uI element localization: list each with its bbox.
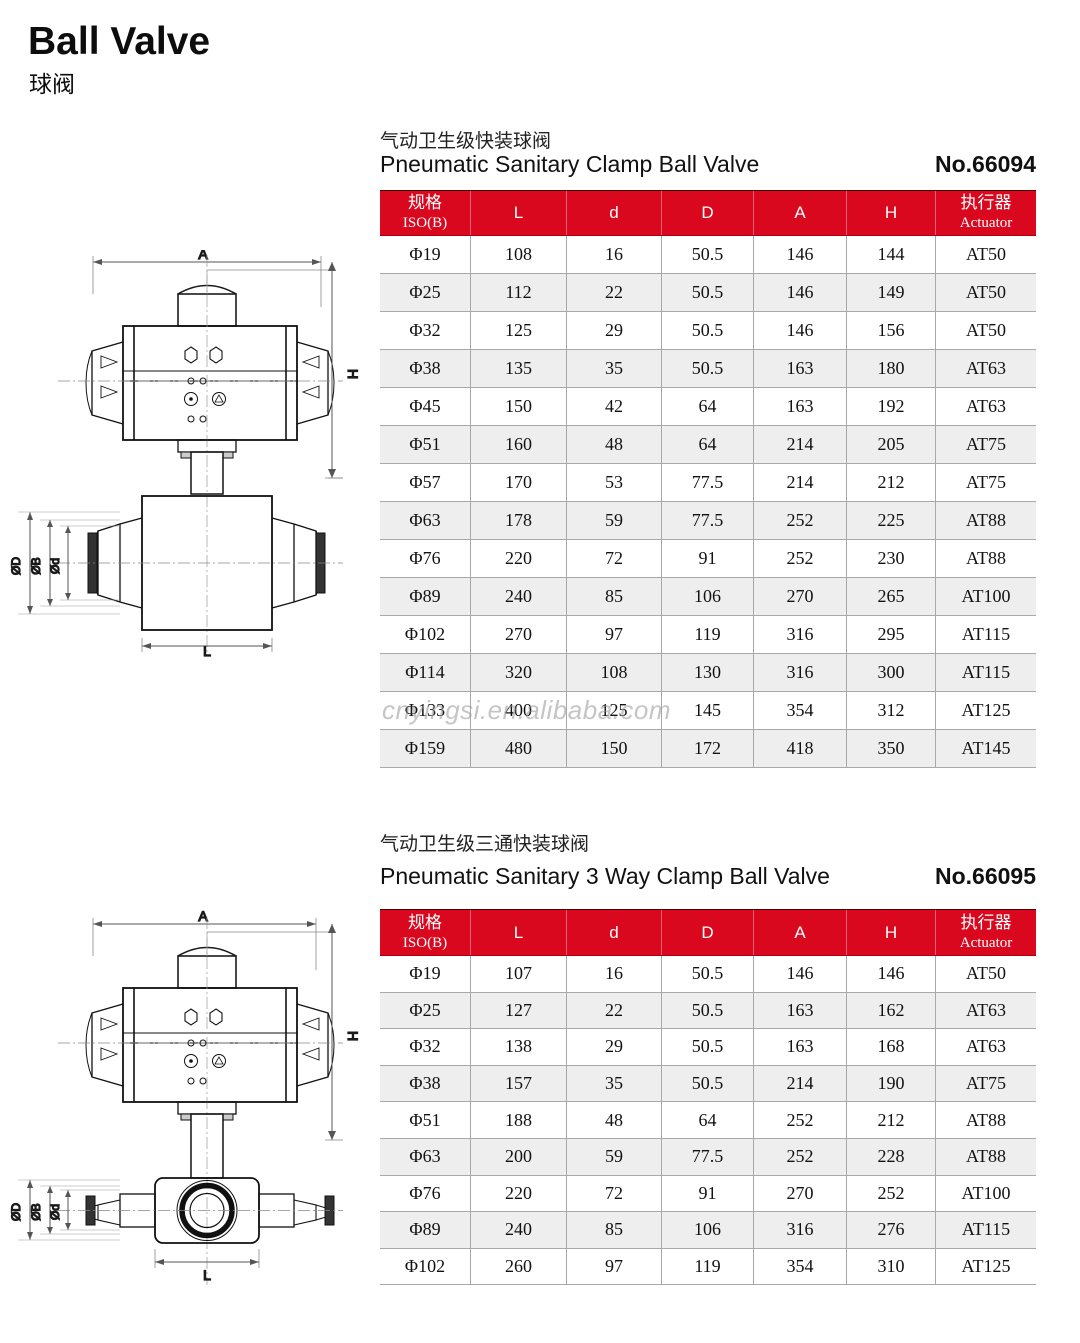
svg-text:Ød: Ød bbox=[48, 1204, 62, 1220]
svg-text:L: L bbox=[203, 1267, 211, 1283]
svg-text:ØD: ØD bbox=[9, 1203, 23, 1221]
svg-text:ØB: ØB bbox=[29, 1203, 43, 1220]
svg-text:H: H bbox=[345, 1031, 361, 1041]
svg-text:L: L bbox=[203, 643, 211, 659]
svg-text:ØB: ØB bbox=[29, 557, 43, 574]
svg-text:Ød: Ød bbox=[48, 558, 62, 574]
svg-text:H: H bbox=[345, 369, 361, 379]
svg-text:ØD: ØD bbox=[9, 557, 23, 575]
